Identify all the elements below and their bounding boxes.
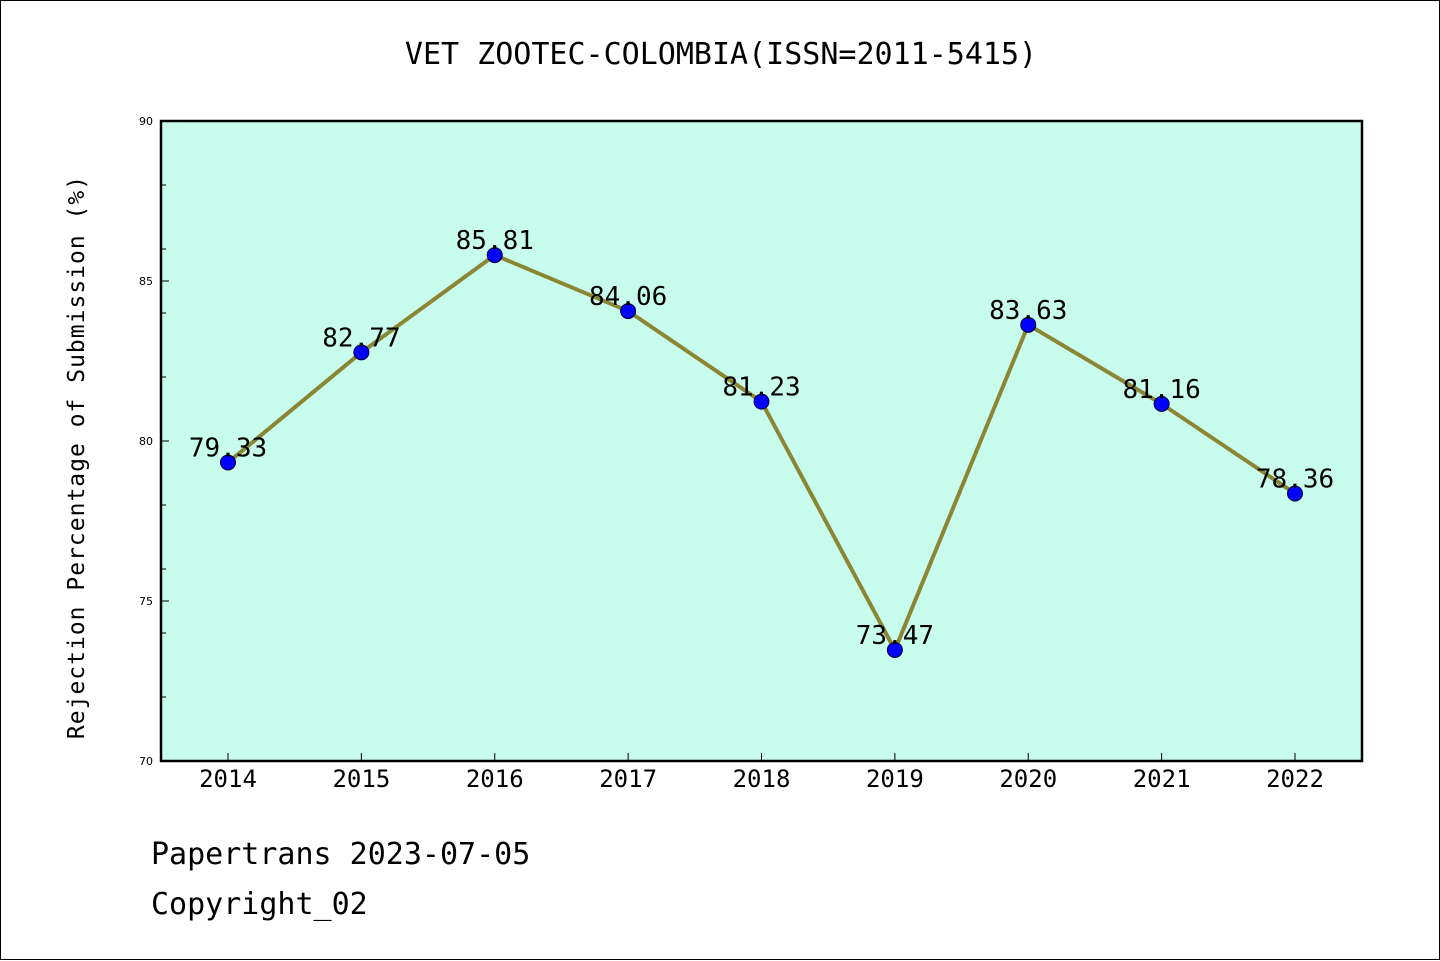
data-label: 79.33 — [189, 433, 267, 463]
data-point — [886, 641, 903, 658]
x-axis: 2014 2015 2016 2017 2018 2019 2020 2021 2022 — [199, 753, 1324, 793]
y-tick-label: 85 — [139, 275, 153, 288]
data-point — [353, 344, 370, 361]
x-tick-label: 2020 — [999, 765, 1057, 793]
data-point — [620, 303, 637, 320]
data-point — [1153, 395, 1170, 412]
data-label: 81.16 — [1122, 375, 1200, 405]
y-tick-label: 75 — [139, 595, 153, 608]
data-labels: 79.33 82.77 85.81 84.06 81.23 73.47 83.63 81.16… — [189, 226, 1334, 651]
data-point — [220, 454, 236, 471]
data-point — [486, 247, 503, 264]
data-label: 78.36 — [1256, 464, 1334, 494]
y-axis: 70 75 80 85 90 — [139, 115, 169, 768]
y-tick-label: 80 — [139, 435, 153, 448]
footer-copyright: Copyright_02 — [151, 887, 368, 922]
plot-area — [159, 119, 1364, 763]
data-label: 73.47 — [856, 621, 934, 651]
x-tick-label: 2014 — [199, 765, 257, 793]
series-group — [220, 247, 1303, 658]
x-tick-label: 2022 — [1266, 765, 1324, 793]
data-label: 85.81 — [456, 226, 534, 256]
data-point — [753, 393, 770, 410]
x-tick-label: 2018 — [733, 765, 791, 793]
data-label: 81.23 — [722, 373, 800, 403]
y-tick-label: 90 — [139, 115, 153, 128]
footer-source: Papertrans 2023-07-05 — [151, 837, 531, 872]
x-tick-label: 2015 — [332, 765, 390, 793]
x-tick-label: 2016 — [466, 765, 524, 793]
x-tick-label: 2021 — [1133, 765, 1191, 793]
y-tick-label: 70 — [139, 755, 153, 768]
x-tick-label: 2017 — [599, 765, 657, 793]
chart-title: VET ZOOTEC-COLOMBIA(ISSN=2011-5415) — [404, 37, 1038, 72]
data-label: 84.06 — [589, 282, 667, 312]
data-label: 82.77 — [322, 323, 400, 353]
data-point — [1287, 485, 1303, 502]
data-point — [1020, 316, 1037, 333]
x-tick-label: 2019 — [866, 765, 924, 793]
data-label: 83.63 — [989, 296, 1067, 326]
